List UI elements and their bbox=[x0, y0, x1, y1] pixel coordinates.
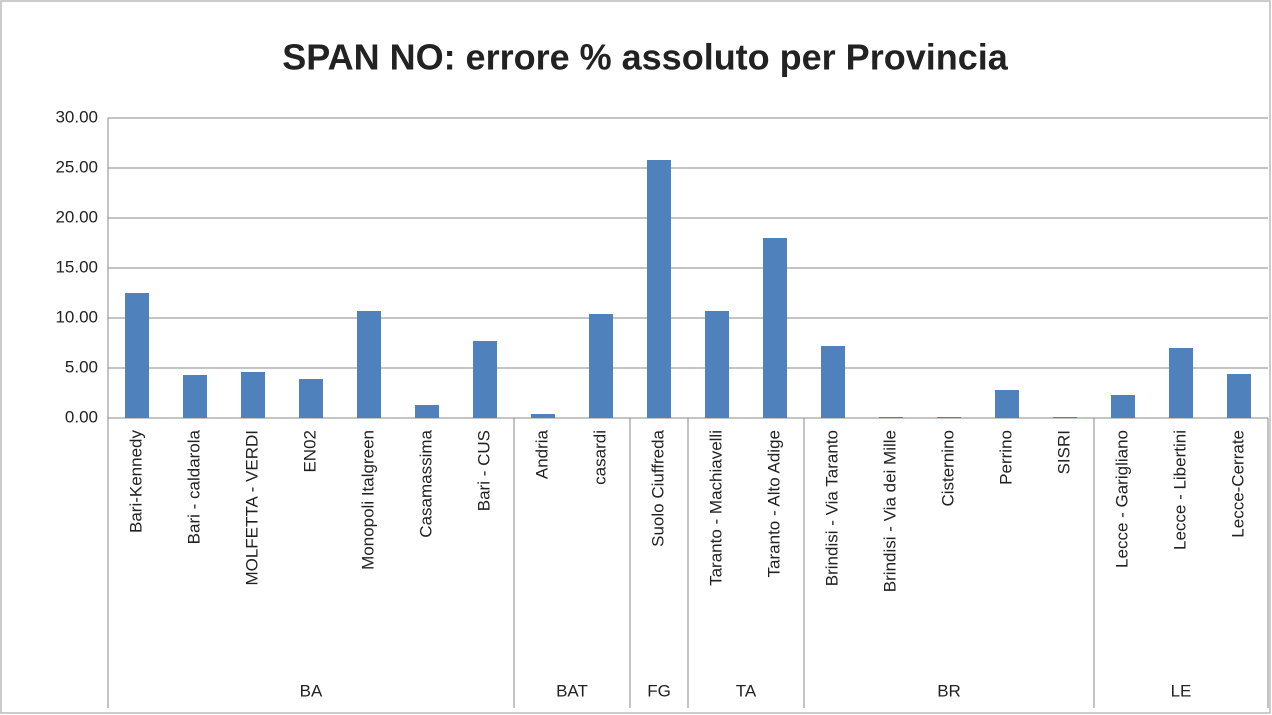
bar bbox=[995, 390, 1019, 418]
x-tick-label: Perrino bbox=[996, 430, 1015, 485]
x-tick-label: casardi bbox=[590, 430, 609, 485]
x-tick-label: Cisternino bbox=[938, 430, 957, 507]
x-tick-label: Bari-Kennedy bbox=[126, 430, 145, 534]
x-tick-label: Lecce - Garigliano bbox=[1112, 430, 1131, 568]
bar bbox=[1169, 348, 1193, 418]
bar bbox=[1111, 395, 1135, 418]
bar bbox=[589, 314, 613, 418]
x-tick-label: Casamassima bbox=[416, 429, 435, 537]
bar bbox=[415, 405, 439, 418]
bar bbox=[879, 417, 903, 418]
x-tick-label: Lecce - Libertini bbox=[1170, 430, 1189, 550]
x-tick-label: Brindisi - Via Taranto bbox=[822, 430, 841, 586]
y-tick-label: 30.00 bbox=[55, 107, 98, 126]
y-tick-label: 5.00 bbox=[65, 357, 98, 376]
x-tick-label: MOLFETTA - VERDI bbox=[242, 430, 261, 586]
x-tick-label: Lecce-Cerrate bbox=[1228, 430, 1247, 538]
x-tick-label: Suolo Ciuffreda bbox=[648, 429, 667, 546]
y-tick-label: 20.00 bbox=[55, 207, 98, 226]
group-label: BA bbox=[300, 681, 323, 700]
bar bbox=[241, 372, 265, 418]
bar bbox=[763, 238, 787, 418]
y-tick-label: 0.00 bbox=[65, 407, 98, 426]
bar bbox=[821, 346, 845, 418]
x-tick-label: Monopoli Italgreen bbox=[358, 430, 377, 570]
x-tick-label: SISRI bbox=[1054, 430, 1073, 474]
x-tick-label: Taranto - Alto Adige bbox=[764, 430, 783, 577]
bar bbox=[1053, 417, 1077, 418]
bar bbox=[647, 160, 671, 418]
bar bbox=[125, 293, 149, 418]
x-tick-label: Brindisi - Via dei Mille bbox=[880, 430, 899, 592]
group-label: LE bbox=[1171, 681, 1192, 700]
bar bbox=[937, 417, 961, 418]
bar bbox=[1227, 374, 1251, 418]
x-tick-label: EN02 bbox=[300, 430, 319, 473]
y-tick-label: 25.00 bbox=[55, 157, 98, 176]
x-tick-label: Bari - CUS bbox=[474, 430, 493, 511]
x-tick-label: Bari - caldarola bbox=[184, 429, 203, 544]
chart-title: SPAN NO: errore % assoluto per Provincia bbox=[282, 37, 1009, 78]
x-tick-label: Taranto - Machiavelli bbox=[706, 430, 725, 586]
group-label: TA bbox=[736, 681, 757, 700]
x-tick-label: Andria bbox=[532, 429, 551, 479]
y-tick-label: 15.00 bbox=[55, 257, 98, 276]
bar bbox=[299, 379, 323, 418]
bar bbox=[473, 341, 497, 418]
bar bbox=[531, 414, 555, 418]
group-label: FG bbox=[647, 681, 671, 700]
bar bbox=[705, 311, 729, 418]
group-label: BR bbox=[937, 681, 961, 700]
bar bbox=[183, 375, 207, 418]
y-tick-label: 10.00 bbox=[55, 307, 98, 326]
group-label: BAT bbox=[556, 681, 588, 700]
bar bbox=[357, 311, 381, 418]
